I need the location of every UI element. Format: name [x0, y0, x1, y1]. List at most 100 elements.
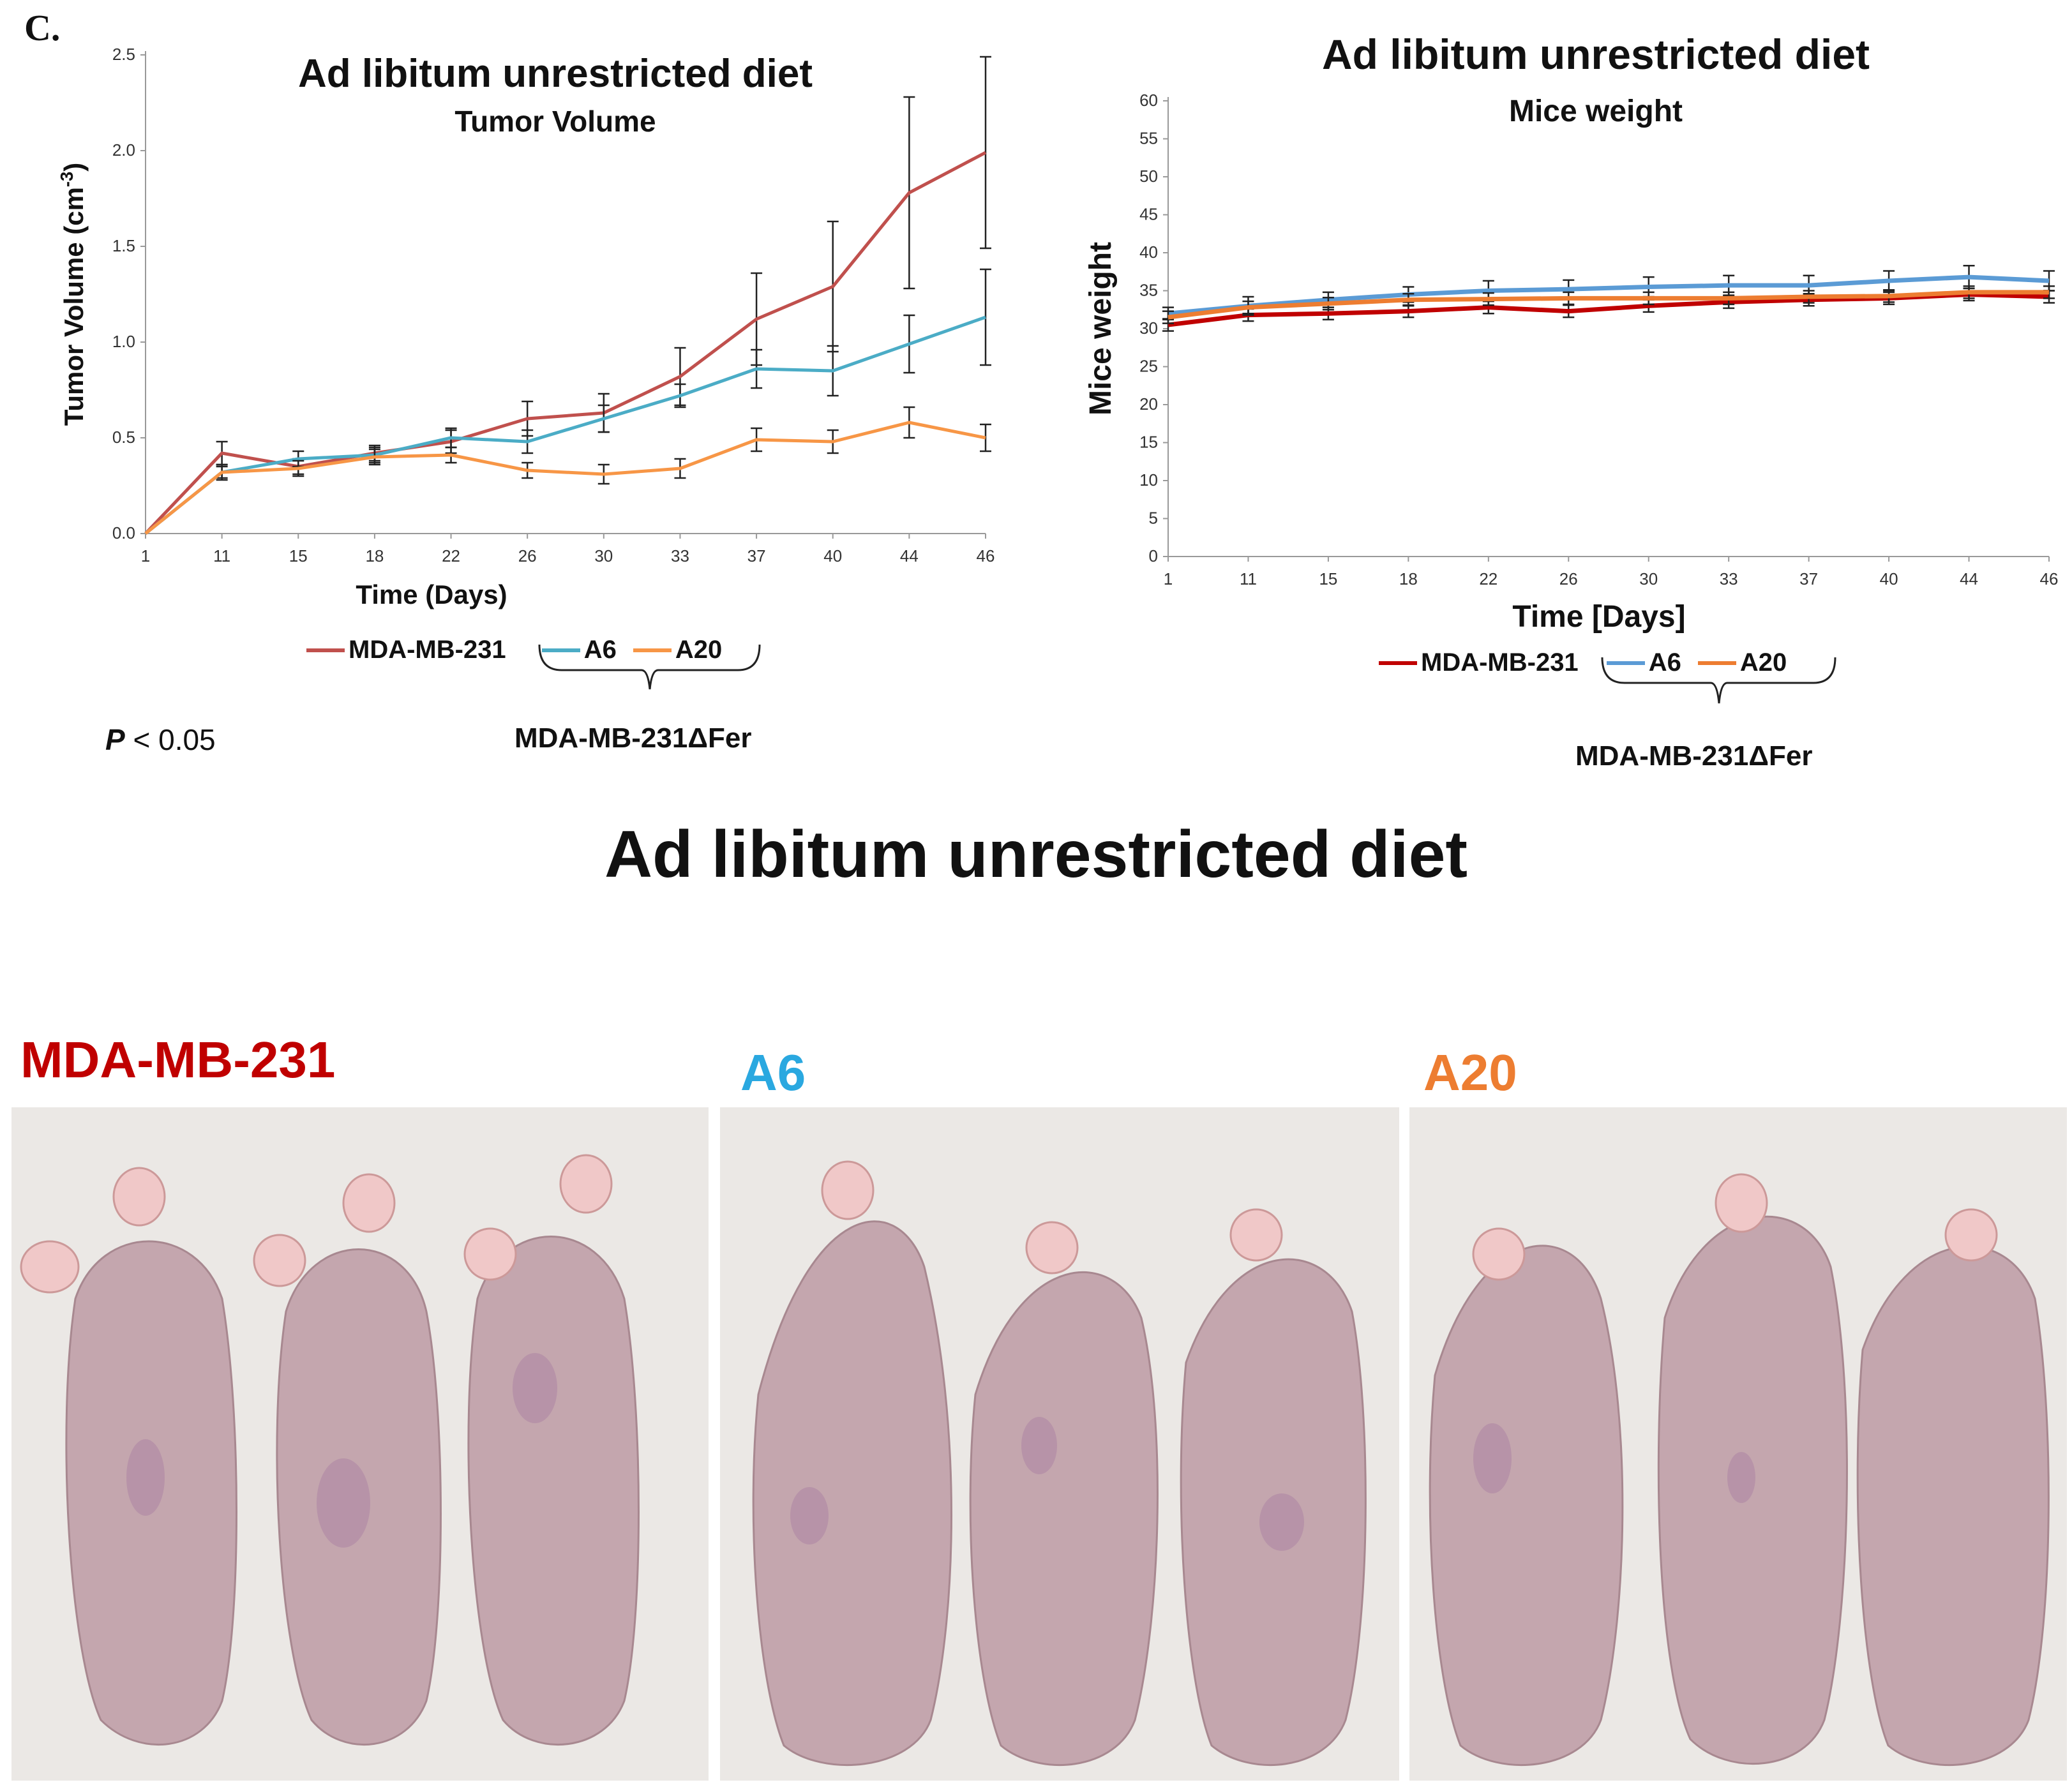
series-line [1167, 292, 2050, 327]
photo-panel-a20 [1409, 1107, 2067, 1781]
legend-item-a6: A6 [541, 636, 617, 664]
x-tick-label: 37 [747, 546, 766, 565]
legend-swatch-a6 [541, 648, 580, 652]
legend-label-a20-right: A20 [1739, 648, 1787, 677]
y-tick-label: 5 [1149, 509, 1158, 528]
series-line [1167, 274, 2050, 316]
legend-label-a20: A20 [675, 636, 723, 664]
series-a6 [144, 268, 991, 535]
legend-item-a20-right: A20 [1697, 648, 1787, 677]
y-tick-label: 15 [1139, 433, 1158, 452]
y-tick-label: 1.5 [112, 236, 135, 255]
y-tick-label: 0.5 [112, 428, 135, 447]
photo-panel-mda [11, 1107, 709, 1781]
p-value-text: < 0.05 [124, 723, 216, 756]
chart-title: Ad libitum unrestricted diet [1322, 31, 1870, 78]
p-value-symbol: P [105, 723, 125, 756]
group-label-a6: A6 [740, 1044, 806, 1101]
y-tick-label: 10 [1139, 470, 1158, 490]
x-tick-label: 44 [1960, 569, 1978, 588]
chart-subtitle: Mice weight [1509, 94, 1683, 128]
legend-swatch-a20 [633, 648, 672, 652]
mice-illustration-a6 [720, 1107, 1399, 1781]
group-label-left: MDA-MB-231ΔFer [514, 722, 752, 754]
x-tick-label: 22 [442, 546, 460, 565]
y-axis-label-text: Tumor Volume (cm [59, 187, 89, 426]
y-tick-label: 35 [1139, 281, 1158, 300]
y-tick-label: 1.0 [112, 332, 135, 351]
legend-brace-left [538, 645, 761, 690]
x-tick-label: 33 [1720, 569, 1738, 588]
weight-legend: MDA-MB-231 A6 A20 [1379, 648, 1803, 677]
y-tick-label: 30 [1139, 318, 1158, 338]
y-axis-label: Tumor Volume (cm-3) [57, 163, 89, 426]
x-tick-label: 1 [141, 546, 150, 565]
tumor-legend: MDA-MB-231 A6 A20 [306, 636, 739, 664]
y-axis-label-sup: -3 [57, 172, 77, 187]
legend-swatch-mda [306, 648, 345, 652]
legend-swatch-a20-right [1697, 661, 1736, 665]
x-tick-label: 18 [1399, 569, 1418, 588]
y-tick-label: 0 [1149, 546, 1158, 565]
y-tick-label: 45 [1139, 205, 1158, 224]
p-value: P < 0.05 [105, 722, 216, 757]
photo-panel-a6 [720, 1107, 1399, 1781]
x-tick-label: 26 [518, 546, 537, 565]
legend-brace-right [1601, 657, 1836, 704]
y-tick-label: 2.0 [112, 140, 135, 160]
x-tick-label: 15 [289, 546, 308, 565]
x-tick-label: 33 [671, 546, 689, 565]
x-axis-label: Time [Days] [1512, 600, 1685, 634]
x-axis-label: Time (Days) [356, 579, 507, 609]
y-tick-label: 2.5 [112, 45, 135, 64]
legend-item-a20: A20 [633, 636, 722, 664]
panel-label: C. [24, 7, 61, 49]
legend-item-a6-right: A6 [1606, 648, 1681, 677]
chart-title: Ad libitum unrestricted diet [298, 52, 813, 96]
tumor-volume-chart: Ad libitum unrestricted diet Tumor Volume… [57, 45, 995, 609]
legend-item-mda: MDA-MB-231 [306, 636, 506, 664]
x-tick-label: 40 [823, 546, 842, 565]
series-line [144, 315, 986, 535]
group-label-mda: MDA-MB-231 [20, 1031, 336, 1088]
x-tick-label: 22 [1479, 569, 1498, 588]
y-axis-label-close: ) [59, 163, 89, 172]
y-tick-label: 0.0 [112, 523, 135, 542]
legend-label-mda: MDA-MB-231 [349, 636, 506, 664]
series-a20 [1162, 285, 2055, 324]
y-axis-label: Mice weight [1085, 242, 1118, 415]
x-tick-label: 37 [1799, 569, 1818, 588]
legend-label-a6-right: A6 [1648, 648, 1681, 677]
series-a20 [144, 406, 991, 535]
legend-swatch-mda-right [1379, 661, 1417, 665]
mice-illustration-mda [11, 1107, 709, 1781]
x-tick-label: 30 [1639, 569, 1658, 588]
group-label-a20: A20 [1423, 1044, 1517, 1101]
legend-item-mda-right: MDA-MB-231 [1379, 648, 1579, 677]
x-tick-label: 11 [213, 546, 230, 565]
y-tick-label: 50 [1139, 167, 1158, 186]
x-tick-label: 11 [1240, 569, 1257, 588]
legend-label-a6: A6 [583, 636, 617, 664]
series-line [144, 151, 987, 535]
x-tick-label: 46 [2040, 569, 2059, 588]
series-line [144, 421, 986, 535]
group-label-right: MDA-MB-231ΔFer [1575, 740, 1813, 772]
x-tick-label: 46 [977, 546, 995, 565]
x-tick-label: 18 [365, 546, 384, 565]
y-tick-label: 25 [1139, 357, 1158, 376]
legend-label-mda-right: MDA-MB-231 [1421, 648, 1579, 677]
y-tick-label: 20 [1139, 394, 1158, 414]
mice-weight-chart: Ad libitum unrestricted diet Mice weight 0… [1085, 31, 2059, 634]
y-tick-label: 40 [1139, 243, 1158, 262]
x-tick-label: 30 [594, 546, 613, 565]
y-axis-label-text: Mice weight [1085, 242, 1118, 415]
photos-title: Ad libitum unrestricted diet [604, 818, 1468, 892]
y-tick-label: 60 [1139, 91, 1158, 110]
x-tick-label: 1 [1164, 569, 1173, 588]
y-tick-label: 55 [1139, 129, 1158, 148]
mice-illustration-a20 [1409, 1107, 2067, 1781]
series-line [1167, 290, 2049, 320]
x-tick-label: 44 [900, 546, 919, 565]
x-tick-label: 15 [1319, 569, 1337, 588]
